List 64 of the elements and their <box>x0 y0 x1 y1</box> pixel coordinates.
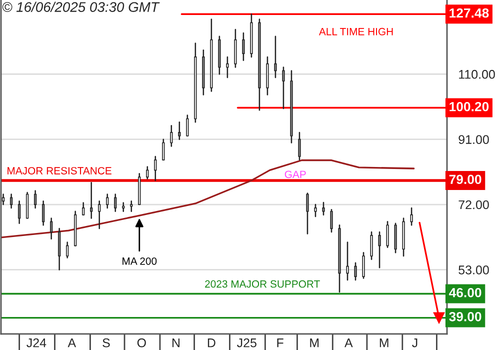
candlestick <box>170 124 173 147</box>
candlestick <box>330 209 333 233</box>
y-tick-label: 91.00 <box>458 135 489 144</box>
candlestick <box>370 231 373 260</box>
candlestick <box>274 36 277 78</box>
candlestick <box>362 252 365 279</box>
x-tick-label: M <box>310 338 319 348</box>
x-tick-label: D <box>208 338 216 348</box>
x-tick-label: J <box>412 338 418 348</box>
candlestick <box>66 242 69 258</box>
annotation: ALL TIME HIGH <box>318 28 393 36</box>
candlestick <box>154 156 157 182</box>
x-tick-label: J25 <box>236 338 256 348</box>
annotation: MA 200 <box>122 257 157 265</box>
candlestick <box>18 200 21 224</box>
candlestick <box>90 182 93 219</box>
candlestick <box>114 194 117 212</box>
candlestick <box>82 202 85 216</box>
x-tick-label: S <box>102 338 110 348</box>
data-label: 100.20 <box>450 102 489 112</box>
x-tick-label: N <box>172 338 180 348</box>
annotation: MAJOR RESISTANCE <box>8 167 112 174</box>
x-tick-label: A <box>344 338 353 348</box>
candlestick <box>122 202 125 212</box>
candlestick <box>186 114 189 137</box>
x-tick-label: M <box>380 338 388 348</box>
candlestick <box>178 122 181 140</box>
candlestick <box>98 200 101 230</box>
candlestick <box>106 194 109 209</box>
candlestick <box>242 32 245 62</box>
y-tick-label: 110.00 <box>459 70 495 79</box>
candlestick <box>50 218 53 240</box>
chart-title: © 16/06/2025 03:30 GMT <box>2 2 160 12</box>
candlestick <box>2 194 5 206</box>
candlestick <box>306 192 309 234</box>
x-tick-label: J24 <box>26 338 46 348</box>
candlestick <box>298 132 301 161</box>
data-label: 127.48 <box>450 8 489 18</box>
annotation: 2023 MAJOR SUPPORT <box>205 280 320 288</box>
candlestick <box>130 200 133 212</box>
ref-line-label: 46.00 <box>448 288 482 298</box>
candlestick <box>322 202 325 216</box>
annotation: GAP <box>284 170 306 178</box>
candlestick <box>282 66 285 110</box>
candlestick <box>410 207 413 226</box>
y-tick-label: 72.00 <box>458 200 489 210</box>
x-tick-label: O <box>137 338 146 348</box>
candlestick <box>42 200 45 226</box>
y-tick-label: 53.00 <box>458 266 489 274</box>
candlestick <box>146 166 149 180</box>
candlestick <box>354 262 357 281</box>
line-series <box>1 159 415 238</box>
candlestick <box>10 194 13 209</box>
candlestick <box>314 204 317 218</box>
candlestick <box>386 221 389 248</box>
ref-line-label: 79.00 <box>449 174 482 184</box>
x-tick-label: A <box>68 338 76 348</box>
x-tick-label: F <box>277 338 284 348</box>
candlestick <box>346 242 349 281</box>
candlestick <box>162 138 165 161</box>
candlestick <box>378 231 381 268</box>
ref-line-label: 39.00 <box>449 312 482 322</box>
candlestick <box>226 56 229 78</box>
candlestick <box>34 190 37 209</box>
